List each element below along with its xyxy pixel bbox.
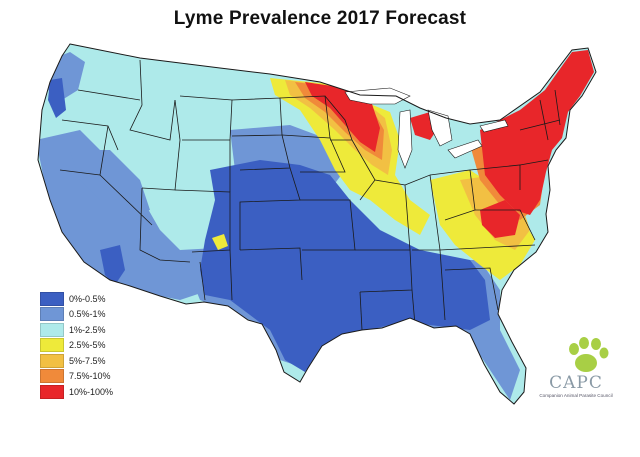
legend-swatch xyxy=(40,384,64,399)
legend-swatch xyxy=(40,322,64,337)
zone-colorado-yellow xyxy=(212,234,228,250)
legend-label: 0.5%-1% xyxy=(69,309,106,320)
legend-item: 1%-2.5% xyxy=(40,322,113,338)
legend-swatch xyxy=(40,291,64,306)
legend-swatch xyxy=(40,369,64,384)
logo-full-name: Companion Animal Parasite Council xyxy=(539,393,613,398)
zone-great-basin-medium xyxy=(70,150,150,215)
legend-item: 2.5%-5% xyxy=(40,338,113,354)
legend-item: 7.5%-10% xyxy=(40,369,113,385)
lake-erie xyxy=(447,139,483,159)
legend-label: 2.5%-5% xyxy=(69,340,106,351)
legend-label: 0%-0.5% xyxy=(69,293,106,304)
legend-swatch xyxy=(40,338,64,353)
zone-upper-midwest-yellow xyxy=(270,78,430,235)
legend-item: 10%-100% xyxy=(40,384,113,400)
legend-swatch xyxy=(40,307,64,322)
zone-virginia-red xyxy=(480,200,520,238)
legend-item: 5%-7.5% xyxy=(40,353,113,369)
legend-item: 0%-0.5% xyxy=(40,291,113,307)
us-outline xyxy=(37,43,597,405)
zone-california-low xyxy=(100,245,125,285)
legend-swatch xyxy=(40,353,64,368)
state-borders xyxy=(59,59,561,331)
lake-huron xyxy=(427,109,453,147)
logo-acronym: CAPC xyxy=(549,373,603,393)
paw-print-icon xyxy=(569,337,609,372)
legend-label: 7.5%-10% xyxy=(69,371,111,382)
map-title: Lyme Prevalence 2017 Forecast xyxy=(173,8,467,29)
lake-michigan xyxy=(397,109,413,169)
legend-label: 5%-7.5% xyxy=(69,355,106,366)
legend-label: 1%-2.5% xyxy=(69,324,106,335)
legend-label: 10%-100% xyxy=(69,386,114,397)
great-lakes xyxy=(344,87,509,169)
zone-central-low xyxy=(200,160,490,372)
zone-oregon-low xyxy=(48,78,66,118)
lake-ontario xyxy=(479,119,509,133)
lake-superior xyxy=(344,87,411,105)
zone-northeast-red xyxy=(480,50,594,215)
legend-item: 0.5%-1% xyxy=(40,307,113,323)
legend: 0%-0.5% 0.5%-1% 1%-2.5% 2.5%-5% 5%-7.5% … xyxy=(40,291,113,400)
capc-logo: CAPC Companion Animal Parasite Council xyxy=(526,335,626,405)
